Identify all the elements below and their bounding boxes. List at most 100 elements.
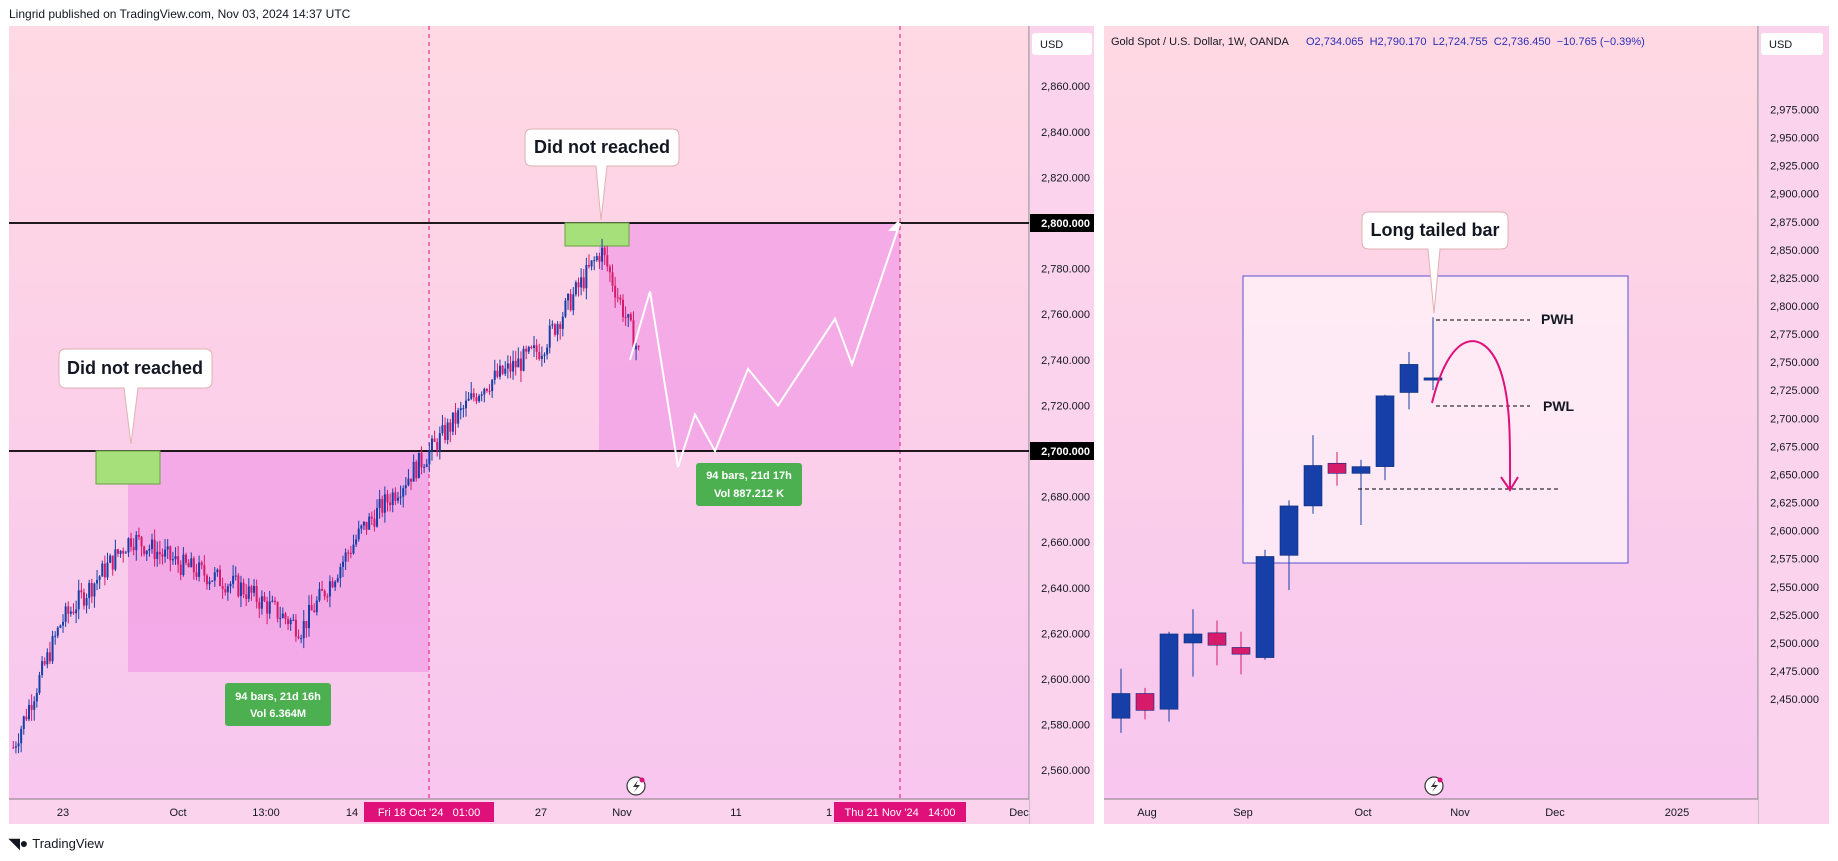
candle-body	[344, 552, 347, 562]
candle-body	[410, 478, 413, 482]
candle-body	[305, 620, 308, 629]
left-candles	[12, 238, 640, 754]
weekly-candle-body[interactable]	[1111, 693, 1131, 719]
candle-body	[326, 596, 329, 598]
candle-body	[360, 525, 363, 529]
candle-body	[77, 590, 80, 610]
candle-body	[185, 554, 188, 563]
highlight-rectangle[interactable]	[1242, 275, 1629, 564]
candle-body	[362, 521, 365, 526]
right-time-tick: Nov	[1450, 807, 1470, 819]
candle-body	[485, 388, 488, 391]
candle-body	[85, 598, 88, 606]
range-info-1-line2: Vol 6.364M	[250, 708, 306, 720]
weekly-candle-body[interactable]	[1183, 633, 1203, 644]
candle-body	[315, 600, 318, 613]
candle-body	[352, 544, 355, 554]
weekly-candle-body[interactable]	[1375, 395, 1395, 467]
candle-body	[551, 324, 554, 326]
symbol-title[interactable]: Gold Spot / U.S. Dollar, 1W, OANDA	[1111, 36, 1290, 48]
candle-body	[614, 285, 617, 298]
candle-body	[381, 498, 384, 513]
weekly-candle-body[interactable]	[1327, 462, 1347, 474]
candle-body	[258, 602, 261, 609]
candle-body	[234, 575, 237, 577]
candle-body	[514, 360, 517, 368]
candle-body	[289, 619, 292, 625]
candle-body	[370, 516, 373, 519]
weekly-candle-body[interactable]	[1207, 632, 1227, 646]
weekly-candle-body[interactable]	[1303, 465, 1323, 507]
projection-path[interactable]	[629, 222, 901, 468]
candle-body	[25, 716, 28, 720]
green-zone-2[interactable]	[564, 222, 630, 247]
candle-body	[143, 546, 146, 555]
candle-body	[616, 297, 619, 299]
candle-body	[253, 585, 256, 593]
right-price-tick: 2,850.000	[1770, 245, 1819, 257]
svg-text:Thu 21 Nov '24 14:00: Thu 21 Nov '24 14:00	[845, 807, 956, 819]
candle-body	[35, 692, 38, 702]
candle-body	[158, 551, 161, 555]
right-time-tick: Sep	[1233, 807, 1253, 819]
weekly-candle-body[interactable]	[1231, 647, 1251, 655]
weekly-candle-body[interactable]	[1255, 556, 1275, 658]
right-price-tick: 2,700.000	[1770, 413, 1819, 425]
candle-body	[321, 588, 324, 591]
candle-body	[297, 636, 300, 639]
right-price-tick: 2,550.000	[1770, 582, 1819, 594]
left-price-tick: 2,720.000	[1041, 400, 1090, 412]
right-time-axis: Aug Sep Oct Nov Dec 2025	[1137, 807, 1689, 819]
candle-body	[449, 422, 452, 432]
weekly-candle-body[interactable]	[1159, 633, 1179, 710]
right-currency-box[interactable]	[1761, 33, 1823, 55]
callout-1[interactable]: Did not reached	[58, 348, 213, 445]
candle-body	[559, 324, 562, 329]
candle-body	[467, 398, 470, 401]
left-price-tick: 2,740.000	[1041, 355, 1090, 367]
candle-body	[284, 613, 287, 619]
weekly-candle-body[interactable]	[1423, 377, 1443, 381]
candle-body	[540, 355, 543, 359]
candle-body	[242, 582, 245, 595]
candle-body	[59, 625, 62, 628]
candle-body	[444, 425, 447, 440]
candle-body	[635, 346, 638, 350]
candle-body	[22, 716, 25, 729]
footer-brand[interactable]: ◥● TradingView	[9, 835, 104, 852]
range-box-2[interactable]	[599, 223, 900, 451]
right-price-tick: 2,950.000	[1770, 133, 1819, 145]
candle-body	[627, 314, 630, 318]
weekly-candle-body[interactable]	[1135, 693, 1155, 711]
callout-long-tailed[interactable]: Long tailed bar	[1361, 211, 1509, 314]
candle-body	[51, 636, 54, 662]
lightning-icon-right[interactable]	[1424, 776, 1444, 796]
candle-body	[464, 400, 467, 409]
candle-body	[399, 496, 402, 498]
candle-body	[33, 701, 36, 710]
svg-text:2,800.000: 2,800.000	[1041, 218, 1090, 230]
candle-body	[368, 516, 371, 530]
candle-body	[567, 293, 570, 301]
candle-body	[224, 589, 227, 593]
weekly-candle-body[interactable]	[1351, 466, 1371, 474]
curve-arrow-path[interactable]	[1431, 340, 1512, 489]
green-zone-1[interactable]	[95, 450, 161, 485]
candle-body	[177, 556, 180, 565]
right-price-tick: 2,900.000	[1770, 189, 1819, 201]
candle-body	[205, 575, 208, 585]
candle-body	[342, 561, 345, 567]
callout-2[interactable]: Did not reached	[524, 128, 680, 221]
weekly-candle-body[interactable]	[1279, 505, 1299, 556]
right-price-tick: 2,500.000	[1770, 638, 1819, 650]
chart-canvas[interactable]: Did not reached Did not reached 94 bars,…	[0, 0, 1838, 828]
candle-body	[328, 581, 331, 597]
left-currency-box[interactable]	[1032, 33, 1092, 55]
candle-body	[247, 586, 250, 599]
weekly-candle-body[interactable]	[1399, 364, 1419, 393]
candle-body	[116, 549, 119, 554]
right-price-tick: 2,525.000	[1770, 610, 1819, 622]
left-price-tick: 2,620.000	[1041, 628, 1090, 640]
lightning-icon-left[interactable]	[626, 776, 646, 796]
left-time-tick: Nov	[612, 807, 632, 819]
